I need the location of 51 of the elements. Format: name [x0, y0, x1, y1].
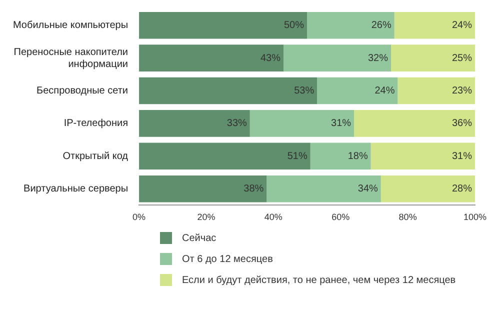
- data-label: 50%: [284, 20, 304, 32]
- bar: [139, 77, 318, 104]
- data-label: 38%: [244, 184, 264, 195]
- y-tick-label: Виртуальные серверы: [24, 184, 128, 195]
- bar: [139, 44, 284, 72]
- bar: [310, 142, 371, 170]
- x-tick-label: 60%: [332, 212, 350, 222]
- bar: [139, 12, 308, 39]
- data-label: 51%: [287, 150, 308, 162]
- y-tick-label: Переносные накопители информации: [14, 46, 128, 70]
- data-label: 23%: [452, 86, 472, 96]
- data-label: 31%: [452, 150, 472, 162]
- y-tick-label: IP-телефония: [64, 118, 128, 130]
- bar: [139, 175, 267, 202]
- bar: [354, 110, 475, 137]
- data-label: 34%: [358, 184, 378, 195]
- bar: [283, 44, 392, 72]
- data-label: 53%: [294, 86, 314, 96]
- data-label: 28%: [452, 184, 472, 195]
- data-label: 43%: [260, 52, 281, 64]
- data-label: 24%: [374, 86, 395, 96]
- bar: [317, 77, 398, 104]
- x-tick-label: 20%: [197, 212, 216, 222]
- legend-label: От 6 до 12 месяцев: [182, 254, 273, 264]
- bar: [380, 175, 475, 202]
- data-label: 26%: [371, 20, 392, 32]
- bar: [391, 44, 475, 72]
- data-label: 32%: [368, 52, 388, 64]
- data-label: 18%: [348, 150, 368, 162]
- x-tick-label: 100%: [463, 212, 487, 222]
- y-tick-label: Открытый код: [62, 150, 128, 162]
- data-label: 24%: [452, 20, 472, 32]
- bar: [139, 110, 250, 137]
- bar: [370, 142, 475, 170]
- bar: [250, 110, 354, 137]
- legend-label: Если и будут действия, то не ранее, чем через 12 месяцев: [182, 274, 456, 286]
- bar: [398, 77, 475, 104]
- data-label: 31%: [331, 118, 352, 130]
- x-tick-label: 0%: [132, 212, 146, 222]
- x-tick-label: 80%: [398, 212, 417, 222]
- bar: [394, 12, 475, 39]
- data-label: 25%: [452, 52, 472, 64]
- bar: [139, 142, 310, 170]
- y-tick-label: Беспроводные сети: [36, 86, 128, 96]
- bar: [266, 175, 381, 202]
- legend-label: Сейчас: [182, 232, 216, 244]
- x-tick-label: 40%: [264, 212, 282, 222]
- bar: [307, 12, 394, 39]
- y-tick-label: Мобильные компьютеры: [12, 20, 128, 32]
- data-label: 33%: [226, 118, 247, 130]
- data-label: 36%: [452, 118, 472, 130]
